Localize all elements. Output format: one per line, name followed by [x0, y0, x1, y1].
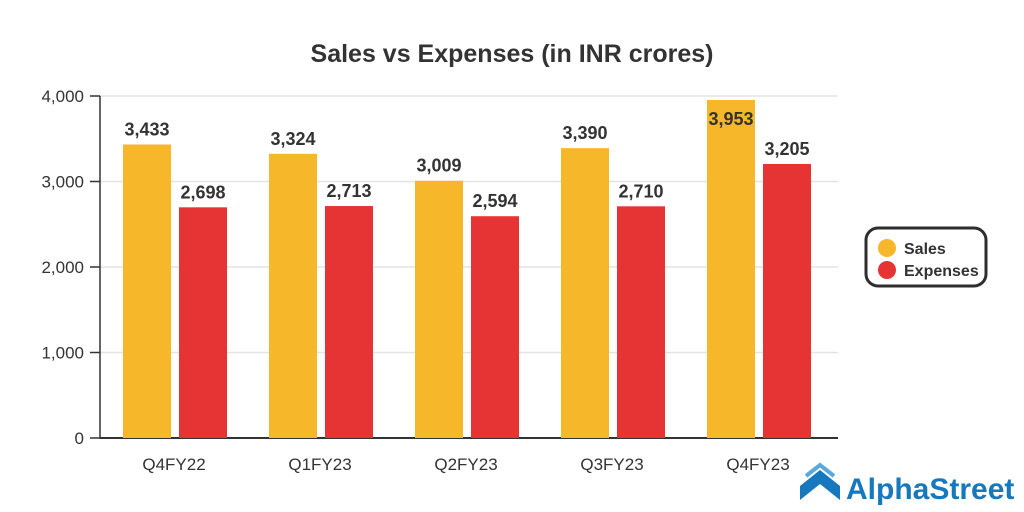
legend: Sales Expenses	[864, 226, 988, 288]
x-tick-label: Q3FY23	[580, 455, 643, 474]
alphastreet-logo: AlphaStreet	[800, 462, 1014, 506]
x-tick-label: Q1FY23	[288, 455, 351, 474]
data-label: 3,009	[416, 156, 461, 176]
y-tick-label: 4,000	[41, 87, 84, 106]
logo-icon-accent	[804, 462, 836, 478]
x-tick-label: Q4FY23	[726, 455, 789, 474]
x-tick-label: Q2FY23	[434, 455, 497, 474]
legend-label: Sales	[904, 241, 946, 258]
legend-marker-sales	[878, 239, 896, 257]
legend-label: Expenses	[904, 263, 979, 280]
y-tick-label: 2,000	[41, 258, 84, 277]
data-label: 3,205	[764, 139, 809, 159]
bar-sales	[269, 153, 317, 438]
bar-expenses	[763, 163, 811, 438]
y-tick-label: 1,000	[41, 344, 84, 363]
legend-box	[864, 226, 988, 288]
data-label: 2,710	[618, 181, 663, 201]
x-tick-label: Q4FY22	[142, 455, 205, 474]
data-label: 3,390	[562, 123, 607, 143]
bar-expenses	[325, 206, 373, 438]
bar-sales	[415, 180, 463, 438]
bar-expenses	[179, 207, 227, 438]
legend-marker-expenses	[878, 261, 896, 279]
logo-text: AlphaStreet	[846, 473, 1014, 506]
bar-expenses	[471, 216, 519, 438]
data-label: 2,713	[326, 181, 371, 201]
data-label: 3,953	[708, 109, 753, 129]
data-label: 2,698	[180, 182, 225, 202]
data-label: 3,324	[270, 129, 315, 149]
bar-sales	[561, 148, 609, 438]
y-tick-label: 3,000	[41, 173, 84, 192]
bar-expenses	[617, 206, 665, 438]
bar-sales	[707, 100, 755, 439]
data-label: 3,433	[124, 119, 169, 139]
chart-title: Sales vs Expenses (in INR crores)	[311, 40, 714, 68]
bar-sales	[123, 144, 171, 438]
logo-icon	[800, 470, 840, 500]
data-label: 2,594	[472, 191, 517, 211]
y-tick-label: 0	[75, 429, 84, 448]
